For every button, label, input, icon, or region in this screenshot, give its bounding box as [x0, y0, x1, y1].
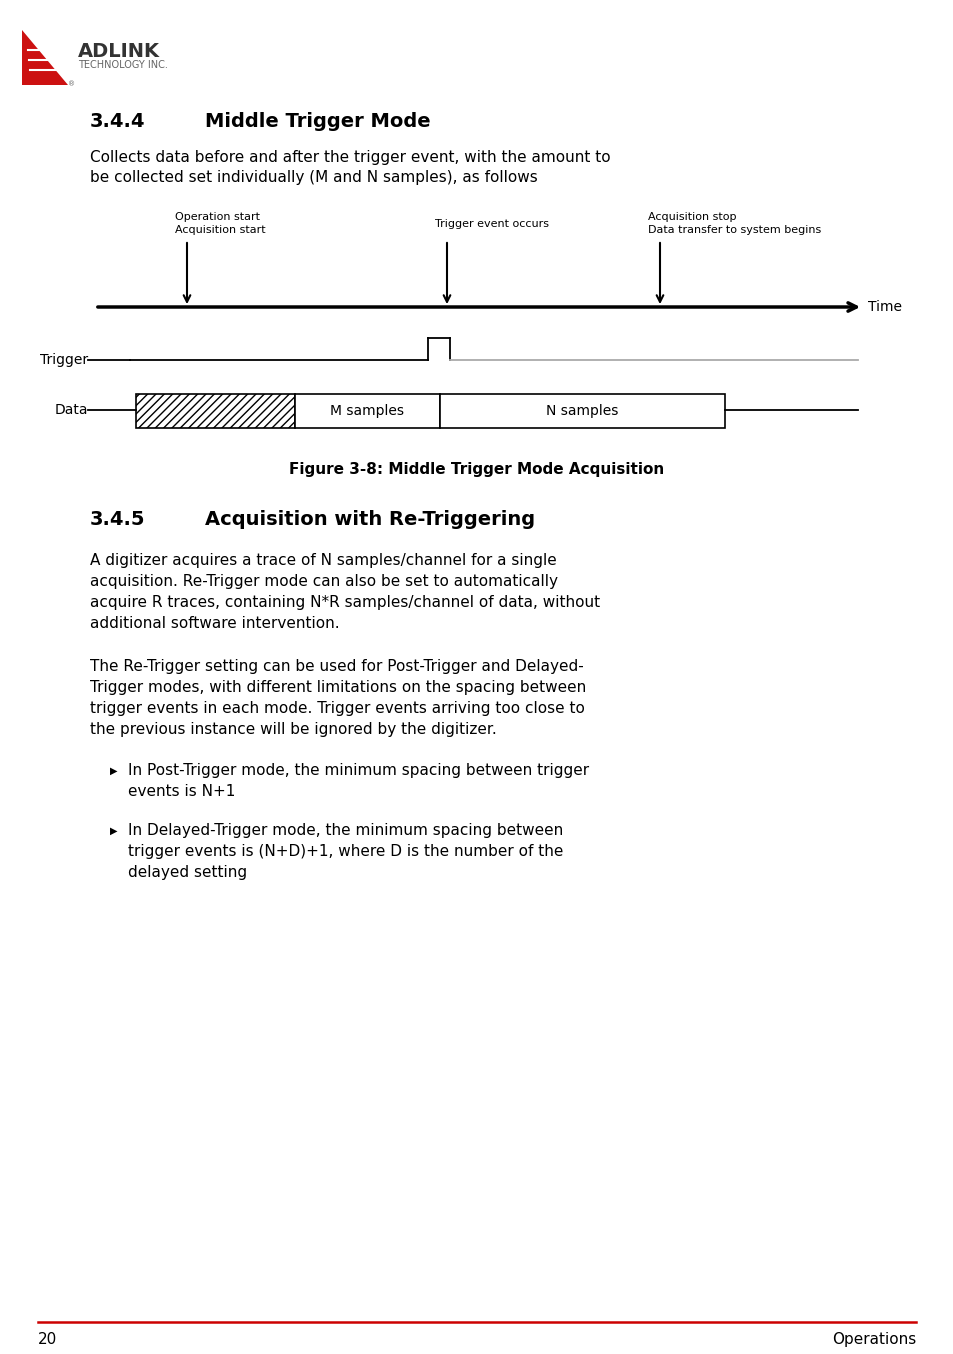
Text: Acquisition stop: Acquisition stop	[647, 213, 736, 222]
Text: TECHNOLOGY INC.: TECHNOLOGY INC.	[78, 60, 168, 70]
Text: additional software intervention.: additional software intervention.	[90, 616, 339, 631]
Text: ▶: ▶	[110, 766, 117, 776]
Text: Time: Time	[867, 301, 901, 314]
Text: 20: 20	[38, 1332, 57, 1347]
Text: N samples: N samples	[546, 403, 618, 418]
Text: be collected set individually (M and N samples), as follows: be collected set individually (M and N s…	[90, 171, 537, 185]
Text: 3.4.5: 3.4.5	[90, 510, 146, 529]
Text: trigger events is (N+D)+1, where D is the number of the: trigger events is (N+D)+1, where D is th…	[128, 844, 563, 858]
Text: Trigger: Trigger	[40, 353, 88, 367]
Text: Acquisition with Re-Triggering: Acquisition with Re-Triggering	[205, 510, 535, 529]
Text: ®: ®	[68, 81, 75, 87]
Text: acquisition. Re-Trigger mode can also be set to automatically: acquisition. Re-Trigger mode can also be…	[90, 574, 558, 589]
Bar	[439, 394, 724, 428]
Text: Data transfer to system begins: Data transfer to system begins	[647, 225, 821, 236]
Polygon shape	[22, 30, 68, 85]
Text: 3.4.4: 3.4.4	[90, 112, 146, 131]
Bar	[136, 394, 294, 428]
Text: Operation start: Operation start	[174, 213, 260, 222]
Text: Acquisition start: Acquisition start	[174, 225, 265, 236]
Text: In Delayed-Trigger mode, the minimum spacing between: In Delayed-Trigger mode, the minimum spa…	[128, 823, 562, 838]
Text: The Re-Trigger setting can be used for Post-Trigger and Delayed-: The Re-Trigger setting can be used for P…	[90, 659, 583, 674]
Text: Middle Trigger Mode: Middle Trigger Mode	[205, 112, 430, 131]
Text: Trigger modes, with different limitations on the spacing between: Trigger modes, with different limitation…	[90, 680, 586, 695]
Text: Trigger event occurs: Trigger event occurs	[435, 219, 548, 229]
Text: Data: Data	[54, 403, 88, 417]
Text: ▶: ▶	[110, 826, 117, 835]
Text: M samples: M samples	[330, 403, 404, 418]
Text: ADLINK: ADLINK	[78, 42, 160, 61]
Text: events is N+1: events is N+1	[128, 784, 235, 799]
Text: A digitizer acquires a trace of N samples/channel for a single: A digitizer acquires a trace of N sample…	[90, 552, 557, 567]
Text: delayed setting: delayed setting	[128, 865, 247, 880]
Text: Collects data before and after the trigger event, with the amount to: Collects data before and after the trigg…	[90, 150, 610, 165]
Text: trigger events in each mode. Trigger events arriving too close to: trigger events in each mode. Trigger eve…	[90, 701, 584, 716]
Text: the previous instance will be ignored by the digitizer.: the previous instance will be ignored by…	[90, 722, 497, 737]
Text: Operations: Operations	[831, 1332, 915, 1347]
Bar	[294, 394, 439, 428]
Text: In Post-Trigger mode, the minimum spacing between trigger: In Post-Trigger mode, the minimum spacin…	[128, 764, 589, 779]
Text: Figure 3-8: Middle Trigger Mode Acquisition: Figure 3-8: Middle Trigger Mode Acquisit…	[289, 462, 664, 477]
Text: acquire R traces, containing N*R samples/channel of data, without: acquire R traces, containing N*R samples…	[90, 594, 599, 611]
